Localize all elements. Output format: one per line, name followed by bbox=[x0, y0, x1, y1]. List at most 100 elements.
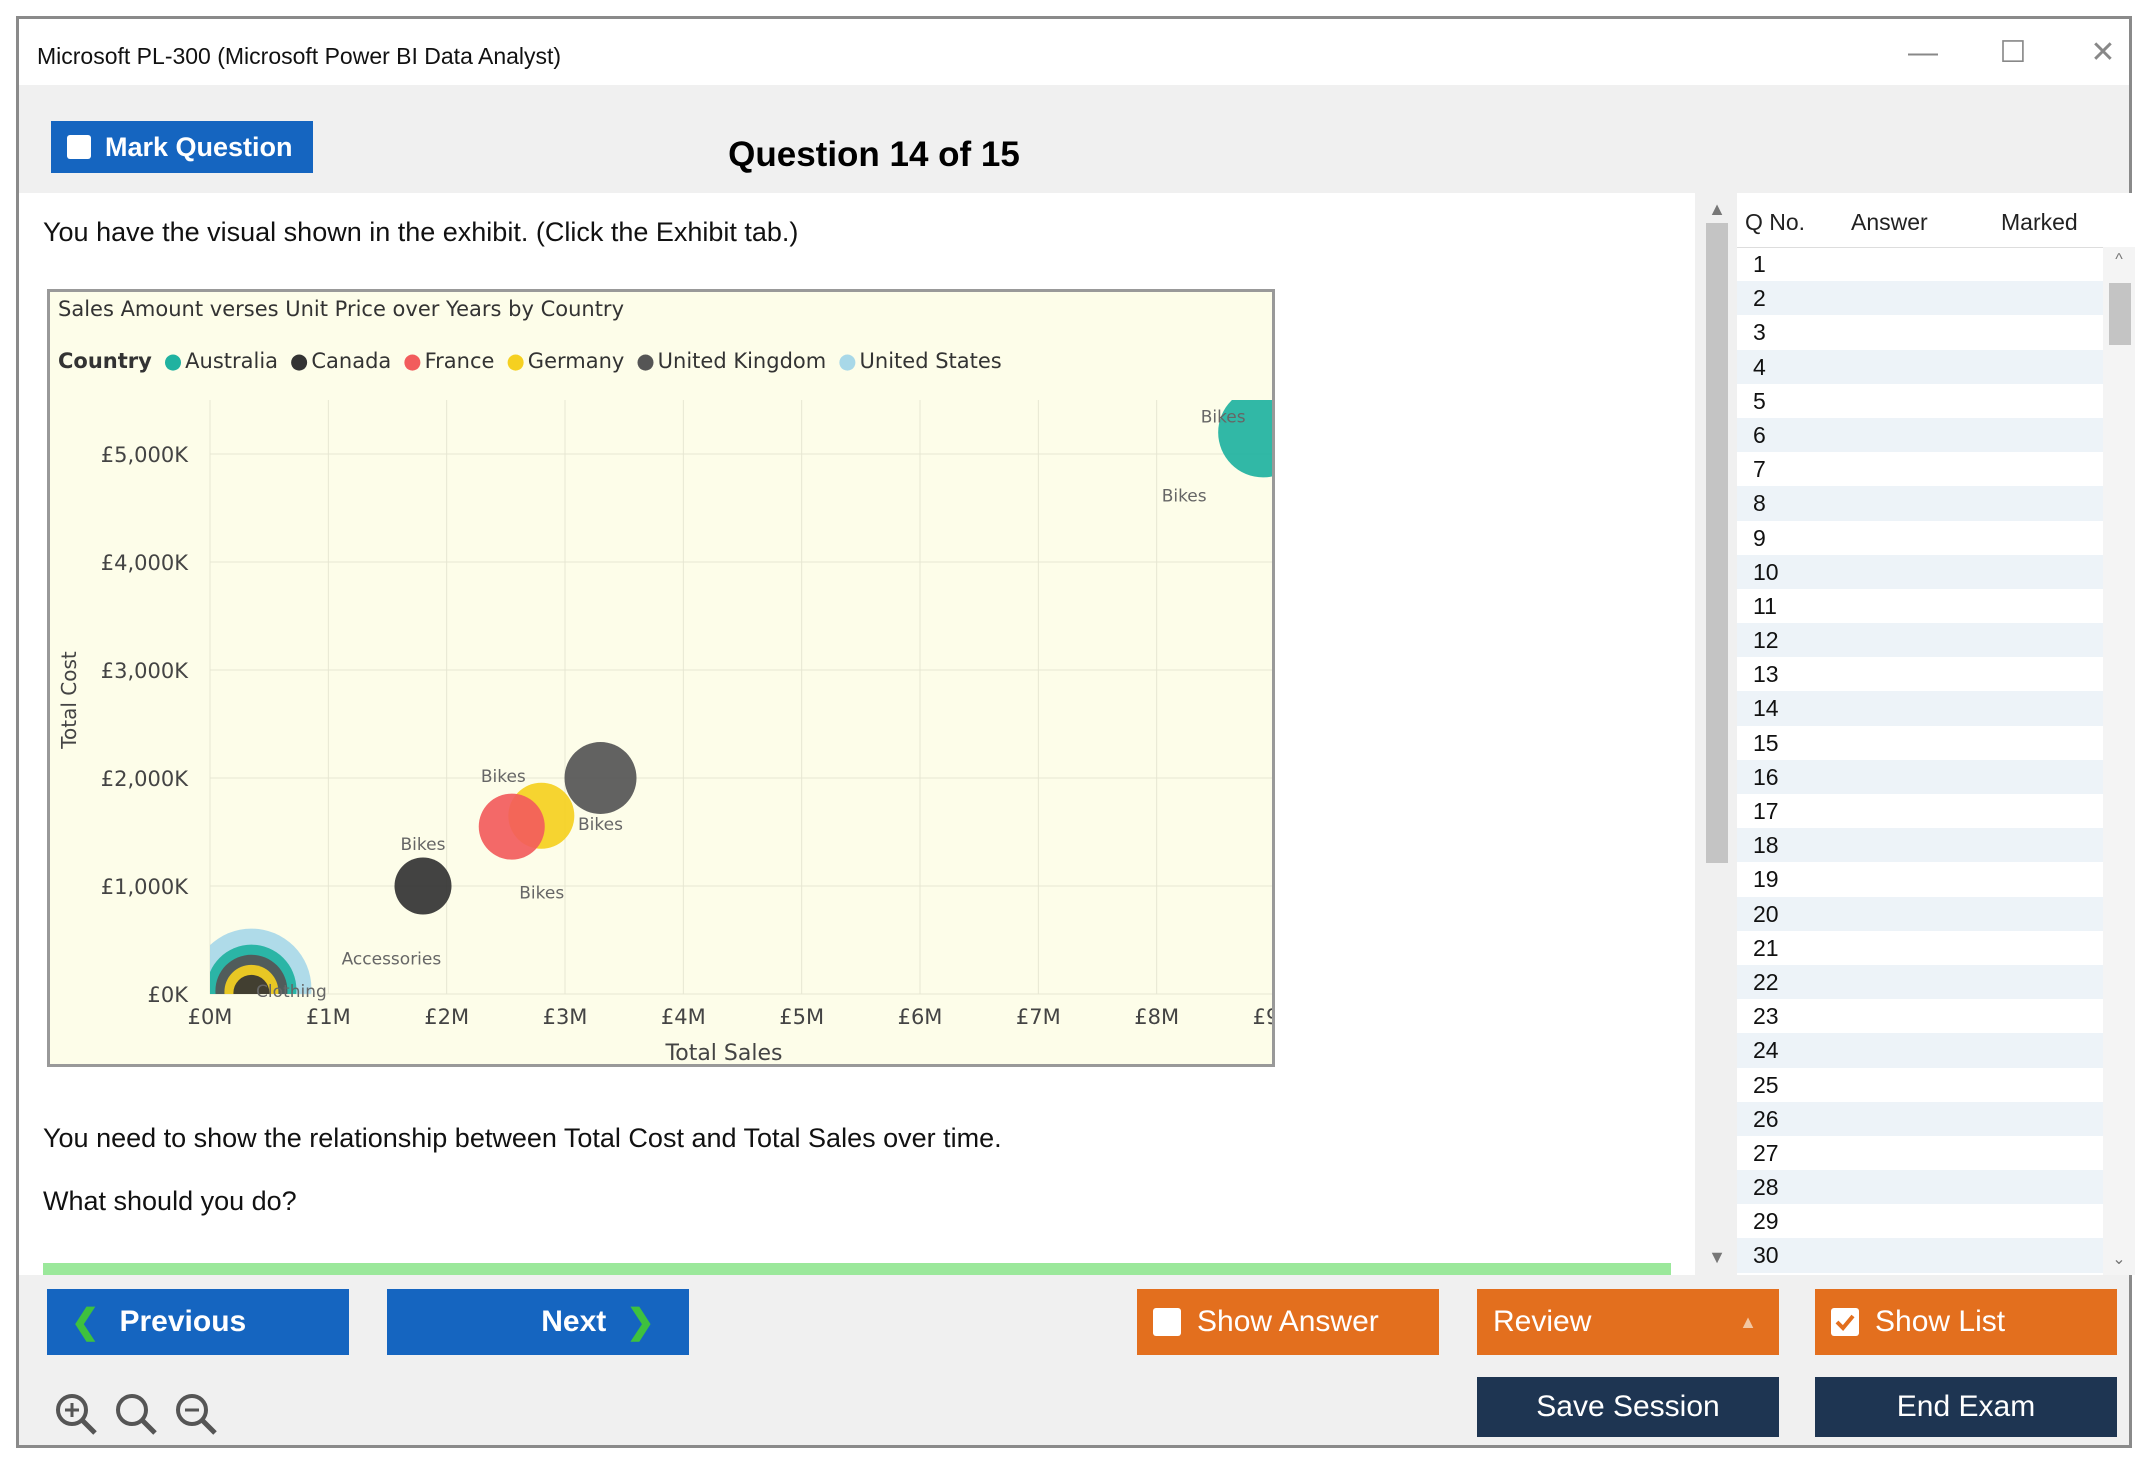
question-list-item[interactable]: 9 bbox=[1753, 524, 1766, 551]
question-list-item[interactable]: 5 bbox=[1753, 387, 1766, 414]
data-point-united-kingdom bbox=[564, 742, 637, 814]
scatter-chart: Sales Amount verses Unit Price over Year… bbox=[57, 297, 1297, 1066]
list-scroll-thumb[interactable] bbox=[2109, 283, 2131, 345]
previous-label: Previous bbox=[119, 1305, 247, 1338]
x-axis-label: Total Sales bbox=[665, 1041, 783, 1064]
x-tick-label: £1M bbox=[306, 1005, 351, 1029]
zoom-in-icon[interactable] bbox=[53, 1391, 99, 1437]
mark-question-button[interactable]: Mark Question bbox=[51, 121, 313, 173]
maximize-icon[interactable]: ☐ bbox=[1999, 36, 2027, 69]
question-list-item[interactable]: 15 bbox=[1753, 729, 1779, 756]
question-list-item[interactable]: 6 bbox=[1737, 417, 2103, 453]
caret-up-icon: ▲ bbox=[1739, 1311, 1757, 1332]
legend-entry: United States bbox=[860, 349, 1002, 373]
data-point-canada bbox=[233, 974, 270, 994]
chevron-right-icon: ❯ bbox=[626, 1303, 655, 1341]
question-title: Question 14 of 15 bbox=[728, 135, 1020, 174]
end-exam-button[interactable]: End Exam bbox=[1815, 1377, 2117, 1437]
qno-column-header[interactable]: Q No. bbox=[1745, 209, 1806, 235]
show-list-button[interactable]: Show List bbox=[1815, 1289, 2117, 1355]
next-button[interactable]: Next ❯ bbox=[387, 1289, 689, 1355]
data-label: Accessories bbox=[342, 950, 442, 970]
y-tick-label: £2,000K bbox=[101, 767, 189, 791]
minimize-icon[interactable]: — bbox=[1908, 36, 1938, 69]
question-list-item[interactable]: 21 bbox=[1753, 934, 1779, 961]
y-tick-label: £1,000K bbox=[101, 875, 189, 899]
question-list-item[interactable]: 19 bbox=[1753, 866, 1779, 893]
question-list-item[interactable]: 24 bbox=[1737, 1033, 2103, 1068]
close-icon[interactable]: ✕ bbox=[2090, 36, 2116, 69]
y-tick-label: £4,000K bbox=[101, 551, 189, 575]
save-session-button[interactable]: Save Session bbox=[1477, 1377, 1779, 1437]
legend-marker: ● bbox=[636, 349, 654, 373]
question-list-item[interactable]: 25 bbox=[1753, 1071, 1779, 1098]
question-list-item[interactable]: 7 bbox=[1753, 456, 1766, 483]
legend-marker: ● bbox=[290, 349, 308, 373]
question-list-item[interactable]: 20 bbox=[1737, 896, 2103, 931]
zoom-out-icon[interactable] bbox=[173, 1391, 219, 1437]
save-session-label: Save Session bbox=[1536, 1390, 1720, 1423]
list-scroll-up-icon[interactable]: ^ bbox=[2115, 251, 2123, 268]
show-list-checkbox-icon[interactable] bbox=[1831, 1308, 1859, 1336]
review-dropdown[interactable]: Review ▲ bbox=[1477, 1289, 1779, 1355]
y-axis-label: Total Cost bbox=[57, 651, 81, 750]
question-list-item[interactable]: 3 bbox=[1753, 319, 1766, 346]
question-list: Q No. Answer Marked 1 2 3 4 5 6 7 8 9 10 11 12 13 14 1… bbox=[1737, 193, 2135, 1275]
list-scroll-down-icon[interactable]: ⌄ bbox=[2112, 1251, 2126, 1268]
question-list-item[interactable]: 13 bbox=[1753, 661, 1779, 688]
answer-column-header[interactable]: Answer bbox=[1851, 209, 1928, 235]
question-list-item[interactable]: 4 bbox=[1737, 349, 2103, 384]
checkmark-icon bbox=[1835, 1314, 1855, 1331]
question-list-item[interactable]: 10 bbox=[1737, 554, 2103, 589]
legend-entry: United Kingdom bbox=[658, 349, 827, 373]
legend-entry: Australia bbox=[185, 349, 278, 373]
scroll-up-icon[interactable]: ▲ bbox=[1708, 199, 1726, 219]
data-label: Bikes bbox=[578, 815, 623, 835]
question-list-item[interactable]: 28 bbox=[1737, 1170, 2103, 1205]
question-list-item[interactable]: 11 bbox=[1753, 592, 1777, 619]
question-list-item[interactable]: 1 bbox=[1753, 251, 1766, 277]
window-title: Microsoft PL-300 (Microsoft Power BI Dat… bbox=[37, 43, 562, 69]
question-list-scrollbar[interactable]: ^ ⌄ bbox=[2103, 247, 2135, 1275]
question-list-item[interactable]: 12 bbox=[1737, 623, 2103, 658]
question-list-item[interactable]: 23 bbox=[1753, 1003, 1779, 1030]
content-scroll-thumb[interactable] bbox=[1706, 223, 1728, 863]
legend-title: Country bbox=[58, 349, 152, 373]
x-tick-label: £7M bbox=[1016, 1005, 1061, 1029]
marked-column-header[interactable]: Marked bbox=[2001, 209, 2078, 235]
mark-checkbox-icon[interactable] bbox=[67, 135, 91, 159]
scroll-down-icon[interactable]: ▼ bbox=[1708, 1247, 1726, 1267]
x-tick-label: £5M bbox=[779, 1005, 824, 1029]
data-label: Bikes bbox=[481, 767, 526, 787]
x-tick-label: £3M bbox=[543, 1005, 588, 1029]
question-content: You have the visual shown in the exhibit… bbox=[19, 193, 1695, 1275]
question-list-item[interactable]: 22 bbox=[1737, 964, 2103, 1000]
legend-entry: Canada bbox=[311, 349, 391, 373]
question-list-rows: 1 2 3 4 5 6 7 8 9 10 11 12 13 14 15 16 17 18 19 20 21 22 23 24 2… bbox=[1737, 247, 2103, 1273]
zoom-reset-icon[interactable] bbox=[113, 1391, 159, 1437]
legend-entry: Germany bbox=[528, 349, 625, 373]
question-list-item[interactable]: 18 bbox=[1737, 828, 2103, 863]
answer-option-bar[interactable] bbox=[43, 1263, 1671, 1275]
question-list-item[interactable]: 16 bbox=[1737, 759, 2103, 794]
review-label: Review bbox=[1493, 1305, 1592, 1338]
question-list-item[interactable]: 26 bbox=[1737, 1101, 2103, 1136]
question-list-item[interactable]: 29 bbox=[1753, 1208, 1779, 1235]
end-exam-label: End Exam bbox=[1896, 1390, 2036, 1423]
question-list-item[interactable]: 8 bbox=[1737, 486, 2103, 521]
question-list-item[interactable]: 17 bbox=[1753, 798, 1779, 824]
question-list-item[interactable]: 27 bbox=[1753, 1139, 1779, 1166]
next-label: Next bbox=[541, 1305, 607, 1338]
content-scrollbar[interactable]: ▲ ▼ bbox=[1699, 193, 1735, 1275]
question-list-item[interactable]: 30 bbox=[1737, 1238, 2103, 1273]
title-bar: Microsoft PL-300 (Microsoft Power BI Dat… bbox=[19, 19, 2129, 85]
show-answer-checkbox-icon[interactable] bbox=[1153, 1308, 1181, 1336]
question-intro: You have the visual shown in the exhibit… bbox=[43, 217, 799, 247]
question-list-item[interactable]: 14 bbox=[1737, 691, 2103, 726]
question-ask: What should you do? bbox=[43, 1186, 297, 1216]
question-list-item[interactable]: 2 bbox=[1737, 281, 2103, 316]
previous-button[interactable]: ❮ Previous bbox=[47, 1289, 349, 1355]
show-answer-button[interactable]: Show Answer bbox=[1137, 1289, 1439, 1355]
data-label: Bikes bbox=[1201, 407, 1246, 427]
x-tick-label: £6M bbox=[898, 1005, 943, 1029]
